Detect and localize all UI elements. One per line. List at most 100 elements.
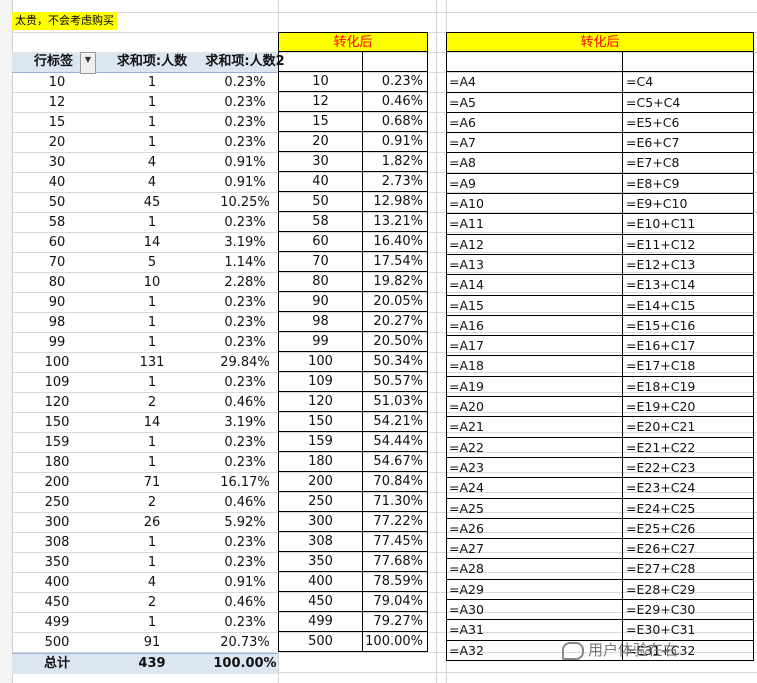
price-cell[interactable]: 200 [44,475,70,490]
price-cell[interactable]: 12 [48,95,66,110]
formula-blank-row[interactable] [446,52,754,73]
formula-sum-cell[interactable]: =E22+C23 [626,459,696,475]
cumulative-percent-cell[interactable]: 50.57% [373,374,423,389]
formula-sum-cell[interactable]: =E11+C12 [626,236,696,252]
count-cell[interactable]: 131 [139,355,165,370]
formula-price-cell[interactable]: =A16 [449,317,484,333]
cumulative-percent-cell[interactable]: 71.30% [373,494,423,509]
formula-sum-cell[interactable]: =E31+C32 [626,642,696,658]
count-cell[interactable]: 26 [143,515,161,530]
formula-title[interactable]: 转化后 [446,32,754,52]
cumulative-percent-cell[interactable]: 0.68% [381,114,423,129]
price-cell[interactable]: 90 [48,295,66,310]
formula-price-cell[interactable]: =A31 [449,622,484,638]
formula-price-cell[interactable]: =A12 [449,236,484,252]
row-labels-header[interactable]: 行标签 ▼ [12,52,102,74]
converted-price-cell[interactable]: 40 [279,172,363,191]
formula-sum-cell[interactable]: =E25+C26 [626,520,696,536]
formula-sum-cell[interactable]: =E8+C9 [626,175,680,191]
formula-sum-cell[interactable]: =E15+C16 [626,317,696,333]
percent-cell[interactable]: 0.46% [224,395,266,410]
percent-cell[interactable]: 20.73% [220,635,270,650]
converted-price-cell[interactable]: 300 [279,512,363,531]
total-label[interactable]: 总计 [43,656,70,671]
formula-price-cell[interactable]: =A24 [449,480,484,496]
percent-cell[interactable]: 0.23% [224,555,266,570]
formula-price-cell[interactable]: =A17 [449,338,484,354]
formula-price-cell[interactable]: =A6 [449,114,476,130]
filter-dropdown-icon[interactable]: ▼ [80,52,96,74]
cumulative-percent-cell[interactable]: 51.03% [373,394,423,409]
count-cell[interactable]: 1 [147,295,157,310]
formula-sum-cell[interactable]: =E29+C30 [626,602,696,618]
count-cell[interactable]: 1 [147,115,157,130]
converted-price-cell[interactable]: 120 [279,392,363,411]
converted-price-cell[interactable]: 20 [279,132,363,151]
cumulative-percent-cell[interactable]: 0.91% [381,134,423,149]
sum-count2-header[interactable]: 求和项:人数2 [205,54,285,69]
formula-price-cell[interactable]: =A13 [449,256,484,272]
price-cell[interactable]: 99 [48,335,66,350]
count-cell[interactable]: 1 [147,135,157,150]
percent-cell[interactable]: 1.14% [224,255,266,270]
cumulative-percent-cell[interactable]: 17.54% [373,254,423,269]
cumulative-percent-cell[interactable]: 54.44% [373,434,423,449]
formula-price-cell[interactable]: =A23 [449,459,484,475]
formula-sum-cell[interactable]: =E19+C20 [626,399,696,415]
cumulative-percent-cell[interactable]: 0.46% [381,94,423,109]
converted-price-cell[interactable]: 350 [279,552,363,571]
count-cell[interactable]: 14 [143,235,161,250]
price-cell[interactable]: 70 [48,255,66,270]
price-cell[interactable]: 109 [44,375,70,390]
formula-sum-cell[interactable]: =E9+C10 [626,196,688,212]
percent-cell[interactable]: 3.19% [224,235,266,250]
formula-price-cell[interactable]: =A18 [449,358,484,374]
percent-cell[interactable]: 0.46% [224,495,266,510]
formula-sum-cell[interactable]: =E24+C25 [626,500,696,516]
price-cell[interactable]: 300 [44,515,70,530]
converted-price-cell[interactable]: 500 [279,632,363,651]
converted-price-cell[interactable]: 499 [279,612,363,631]
converted-price-cell[interactable]: 58 [279,212,363,231]
count-cell[interactable]: 71 [143,475,161,490]
cumulative-percent-cell[interactable]: 77.68% [373,554,423,569]
count-cell[interactable]: 1 [147,455,157,470]
cumulative-percent-cell[interactable]: 77.45% [373,534,423,549]
converted-price-cell[interactable]: 70 [279,252,363,271]
count-cell[interactable]: 1 [147,435,157,450]
converted-title[interactable]: 转化后 [278,32,428,52]
formula-price-cell[interactable]: =A9 [449,175,476,191]
formula-sum-cell[interactable]: =E6+C7 [626,135,680,151]
percent-cell[interactable]: 29.84% [220,355,270,370]
formula-sum-cell[interactable]: =E5+C6 [626,114,680,130]
formula-sum-cell[interactable]: =C4 [626,74,654,90]
cumulative-percent-cell[interactable]: 20.05% [373,294,423,309]
price-cell[interactable]: 180 [44,455,70,470]
formula-price-cell[interactable]: =A29 [449,581,484,597]
price-cell[interactable]: 50 [48,195,66,210]
formula-sum-cell[interactable]: =E30+C31 [626,622,696,638]
formula-price-cell[interactable]: =A15 [449,297,484,313]
count-cell[interactable]: 1 [147,375,157,390]
cumulative-percent-cell[interactable]: 77.22% [373,514,423,529]
price-cell[interactable]: 100 [44,355,70,370]
price-cell[interactable]: 98 [48,315,66,330]
price-cell[interactable]: 350 [44,555,70,570]
percent-cell[interactable]: 10.25% [220,195,270,210]
formula-sum-cell[interactable]: =E18+C19 [626,378,696,394]
formula-price-cell[interactable]: =A30 [449,602,484,618]
note-cell[interactable]: 太贵，不会考虑购买 [12,12,117,30]
percent-cell[interactable]: 0.23% [224,375,266,390]
formula-sum-cell[interactable]: =E16+C17 [626,338,696,354]
count-cell[interactable]: 1 [147,75,157,90]
price-cell[interactable]: 499 [44,615,70,630]
formula-price-cell[interactable]: =A26 [449,520,484,536]
price-cell[interactable]: 20 [48,135,66,150]
percent-cell[interactable]: 0.23% [224,95,266,110]
converted-price-cell[interactable]: 400 [279,572,363,591]
price-cell[interactable]: 400 [44,575,70,590]
row-header-strip[interactable] [0,0,13,683]
percent-cell[interactable]: 0.23% [224,435,266,450]
percent-cell[interactable]: 0.23% [224,115,266,130]
count-cell[interactable]: 1 [147,615,157,630]
